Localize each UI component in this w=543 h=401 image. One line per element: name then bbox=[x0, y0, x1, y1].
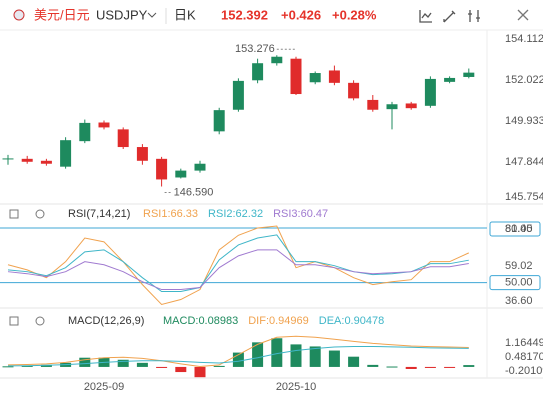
indicator-line bbox=[7, 345, 469, 367]
collapse-icon[interactable] bbox=[9, 209, 30, 219]
legend-entry: DEA:0.90478 bbox=[319, 315, 384, 327]
macd-bar bbox=[40, 364, 52, 367]
candle-body bbox=[290, 58, 302, 95]
change: +0.426 bbox=[281, 7, 321, 22]
y-tick-label: 147.844 bbox=[505, 156, 543, 168]
macd-bar bbox=[252, 342, 264, 367]
indicator-line bbox=[7, 249, 469, 291]
y-tick-label: 80.00 bbox=[505, 223, 533, 235]
indicator-line bbox=[7, 234, 469, 293]
candle-body bbox=[136, 147, 148, 161]
legend-entry: RSI1:66.33 bbox=[143, 208, 198, 220]
macd-bar bbox=[79, 357, 91, 367]
candle-body bbox=[194, 163, 206, 171]
x-tick-label: 2025-10 bbox=[276, 381, 316, 393]
flag-icon bbox=[13, 9, 25, 21]
macd-bar bbox=[2, 366, 14, 368]
annotation: 153.276 bbox=[235, 43, 275, 55]
macd-bar bbox=[463, 365, 475, 367]
candle-body bbox=[367, 99, 379, 110]
candle-body bbox=[328, 70, 340, 83]
y-tick-label: 50.00 bbox=[505, 277, 533, 289]
candle-body bbox=[79, 122, 91, 142]
y-tick-label: 154.112 bbox=[505, 33, 543, 45]
candle-body bbox=[232, 80, 244, 110]
settings-icon[interactable] bbox=[35, 316, 45, 326]
y-tick-label: 1.16449 bbox=[505, 337, 543, 349]
candle-body bbox=[424, 78, 436, 106]
candle-body bbox=[156, 158, 168, 180]
candle-body bbox=[348, 82, 360, 99]
change-pct: +0.28% bbox=[332, 7, 377, 22]
period[interactable]: 日K bbox=[174, 7, 196, 22]
candle-body bbox=[98, 122, 110, 128]
y-tick-label: 81.45 bbox=[505, 223, 533, 235]
indicator-title: RSI(7,14,21) bbox=[68, 208, 130, 220]
macd-bar bbox=[21, 365, 33, 367]
candle-body bbox=[386, 104, 398, 110]
instrument[interactable]: 美元/日元 bbox=[34, 7, 90, 22]
macd-bar bbox=[194, 366, 206, 378]
candle-body bbox=[2, 158, 14, 160]
macd-bar bbox=[271, 338, 283, 367]
y-tick-label: -0.20109 bbox=[505, 365, 543, 377]
y-tick-label: 0.48170 bbox=[505, 351, 543, 363]
y-tick-label: 145.754 bbox=[505, 191, 543, 203]
chart-type-button[interactable] bbox=[419, 10, 432, 23]
macd-bar bbox=[367, 364, 379, 367]
y-tick-label: 149.933 bbox=[505, 115, 543, 127]
candle-body bbox=[444, 77, 456, 82]
legend-entry: RSI2:62.32 bbox=[208, 208, 263, 220]
indicator-title: MACD(12,26,9) bbox=[68, 315, 144, 327]
macd-bar bbox=[117, 359, 129, 367]
y-tick-label: 59.02 bbox=[505, 260, 533, 272]
level-label-box bbox=[489, 221, 541, 237]
macd-bar bbox=[213, 365, 225, 367]
dropdown-arrow[interactable] bbox=[147, 12, 157, 18]
macd-bar bbox=[290, 344, 302, 367]
indicator-line bbox=[7, 225, 470, 306]
price: 152.392 bbox=[221, 7, 268, 22]
fullscreen-button[interactable] bbox=[517, 9, 529, 21]
legend-entry: RSI3:60.47 bbox=[273, 208, 328, 220]
macd-bar bbox=[328, 350, 340, 367]
settings-button[interactable] bbox=[468, 10, 480, 22]
candle-body bbox=[175, 170, 187, 178]
legend-entry: DIF:0.94969 bbox=[248, 315, 309, 327]
indicator-line bbox=[7, 335, 469, 368]
y-tick-label: 36.60 bbox=[505, 295, 533, 307]
candle-body bbox=[309, 73, 321, 83]
candle-body bbox=[252, 63, 264, 81]
settings-icon[interactable] bbox=[35, 209, 45, 219]
macd-bar bbox=[386, 366, 398, 368]
macd-bar bbox=[348, 356, 360, 367]
x-tick-label: 2025-09 bbox=[84, 381, 124, 393]
candle-body bbox=[405, 103, 417, 109]
y-tick-label: 152.022 bbox=[505, 74, 543, 86]
draw-button[interactable] bbox=[443, 10, 456, 23]
macd-bar bbox=[232, 352, 244, 367]
candle-body bbox=[40, 160, 52, 164]
candle-body bbox=[271, 56, 283, 64]
candle-body bbox=[213, 110, 225, 132]
candle-body bbox=[21, 158, 33, 162]
collapse-icon[interactable] bbox=[9, 316, 19, 326]
macd-bar bbox=[175, 366, 187, 373]
annotation: 146.590 bbox=[174, 186, 214, 198]
candle-body bbox=[117, 129, 129, 148]
candle-body bbox=[60, 140, 72, 167]
level-label-box bbox=[489, 275, 541, 291]
macd-bar bbox=[405, 366, 417, 369]
macd-bar bbox=[309, 346, 321, 367]
macd-bar bbox=[136, 362, 148, 367]
legend-entry: MACD:0.08983 bbox=[163, 315, 238, 327]
macd-bar bbox=[156, 366, 168, 368]
candle-body bbox=[463, 72, 475, 77]
macd-bar bbox=[424, 366, 436, 368]
symbol[interactable]: USDJPY bbox=[96, 7, 148, 22]
macd-bar bbox=[444, 366, 456, 368]
